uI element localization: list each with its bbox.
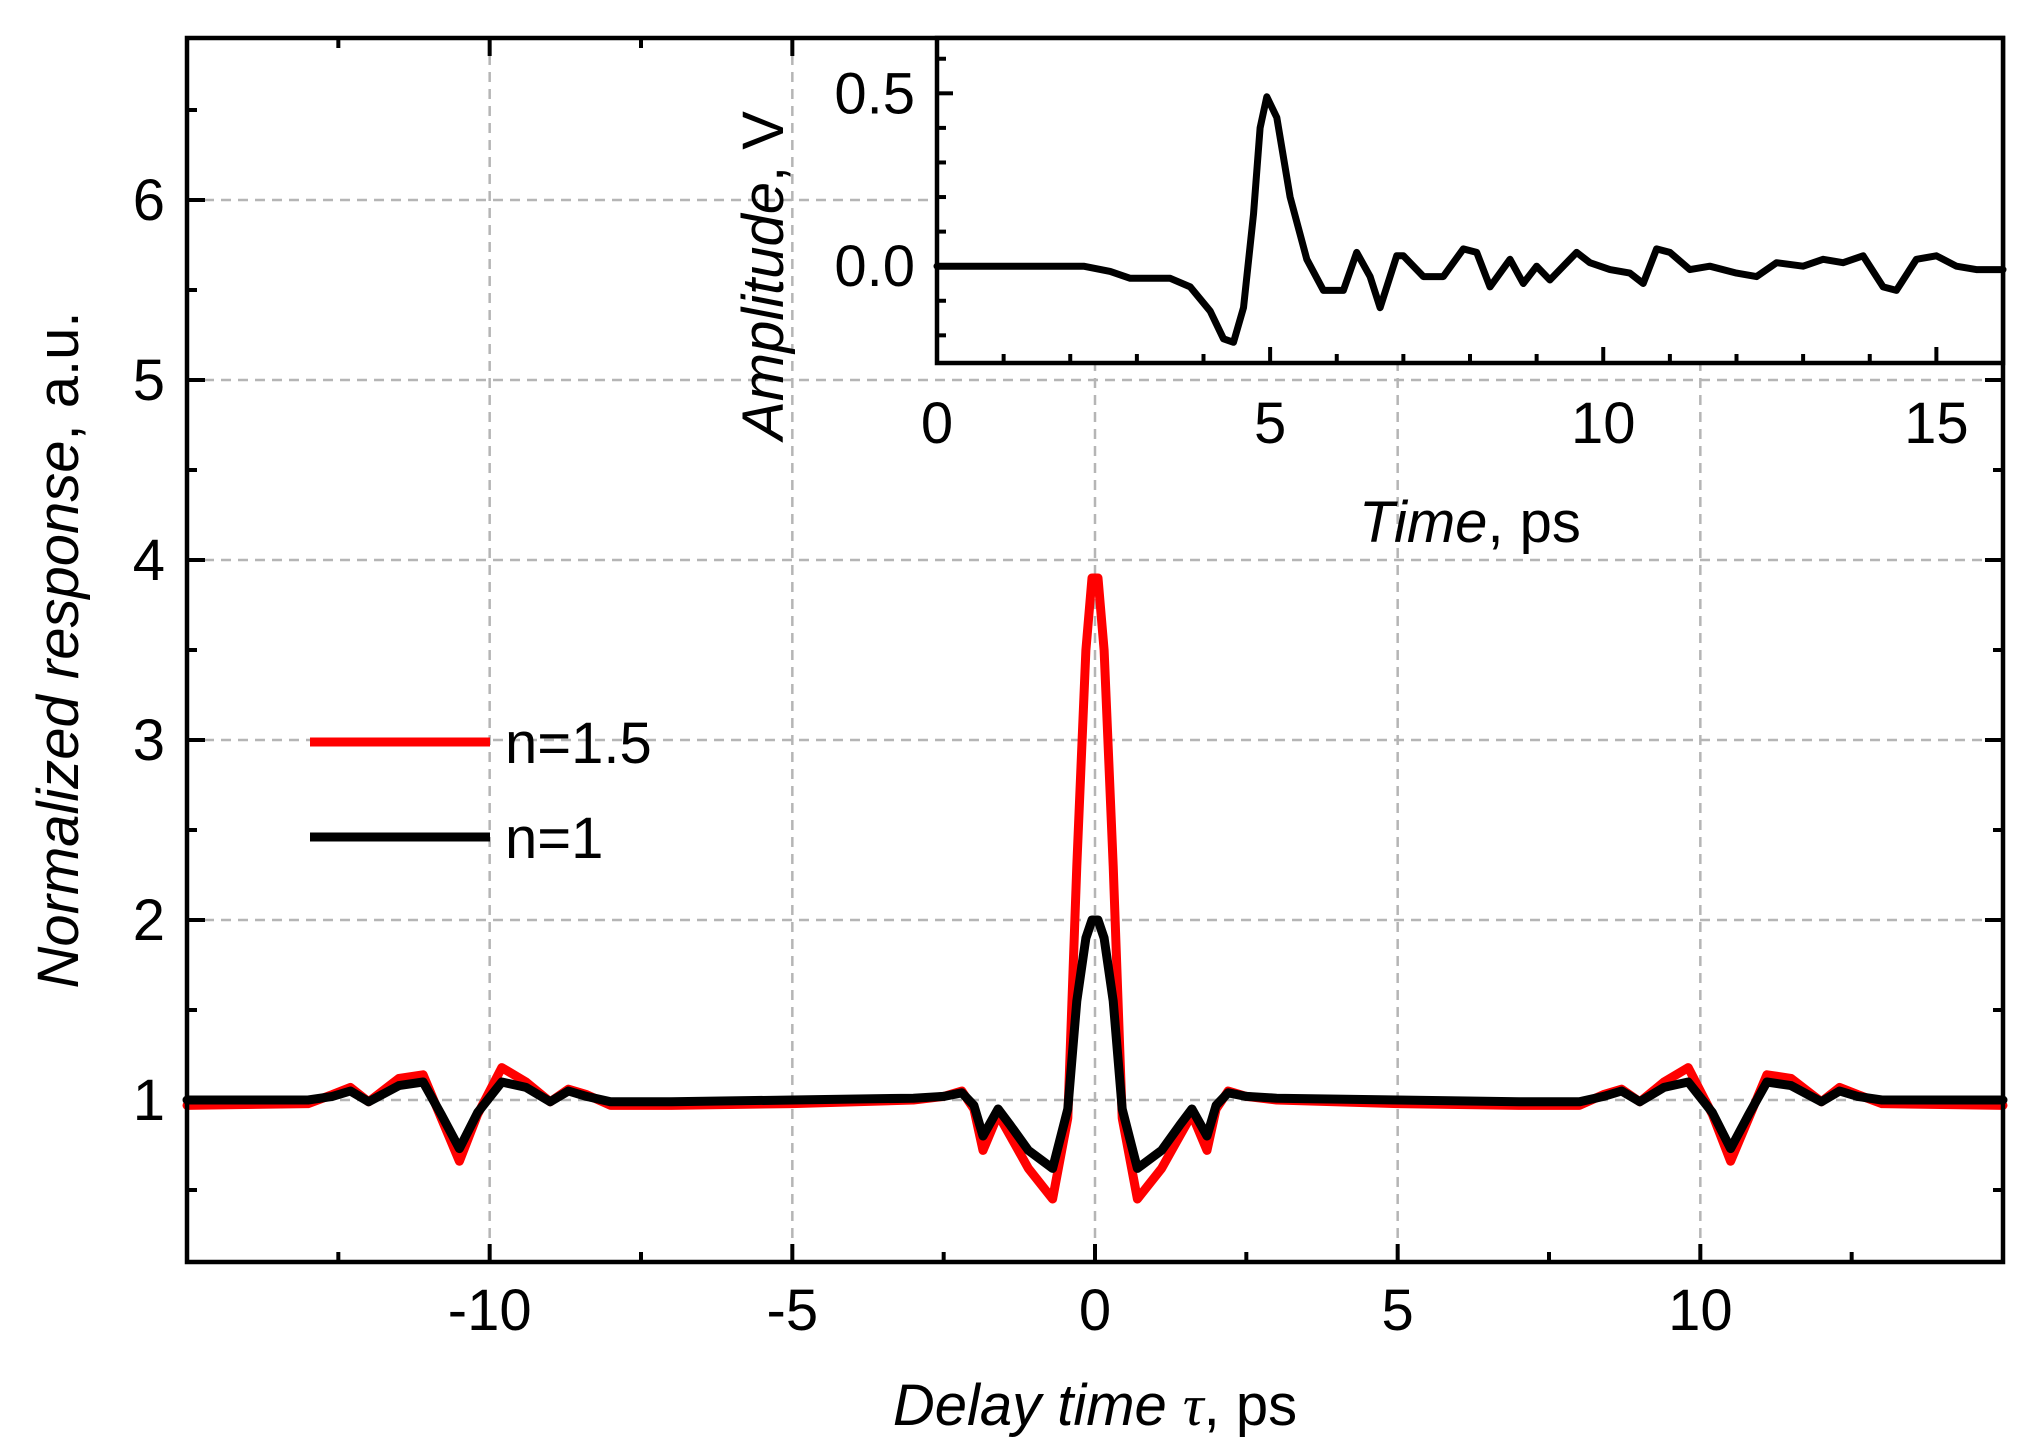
y-tick-label-3: 3 — [133, 708, 165, 773]
inset-series-line-waveform — [933, 93, 2007, 346]
legend: n=1.5 n=1 — [310, 711, 652, 871]
y-axis-title-italic: Normalized response — [26, 440, 91, 988]
x-tick-label--5: -5 — [767, 1278, 819, 1343]
inset-x-axis-title-italic: Time — [1359, 490, 1487, 555]
inset-x-tick-label-10: 10 — [1571, 391, 1636, 456]
inset-x-axis-title-suffix: , ps — [1487, 490, 1581, 555]
inset-y-tick-label-0.0: 0.0 — [834, 234, 915, 299]
x-axis-title-suffix: , ps — [1204, 1373, 1298, 1438]
series-line-n=1 — [182, 915, 2008, 1173]
legend-label-n=1: n=1 — [505, 806, 603, 871]
inset-y-tick-label-0.5: 0.5 — [834, 61, 915, 126]
inset-y-axis-title-italic: Amplitude — [731, 182, 796, 443]
x-axis-title-italic: Delay time — [893, 1373, 1183, 1438]
x-tick-label-10: 10 — [1668, 1278, 1733, 1343]
legend-label-n=1.5: n=1.5 — [505, 711, 652, 776]
inset-y-axis-title: Amplitude, V — [731, 111, 796, 443]
x-tick-label--10: -10 — [448, 1278, 532, 1343]
y-axis-title-suffix: , a.u. — [26, 311, 91, 440]
y-tick-label-6: 6 — [133, 168, 165, 233]
y-tick-label-2: 2 — [133, 888, 165, 953]
y-axis-title: Normalized response, a.u. — [26, 311, 91, 988]
inset-labels: 0 5 10 15 0.0 0.5 Time, ps Amplitude, V — [731, 61, 1969, 555]
inset-background — [937, 38, 2003, 363]
inset-plot-frame — [934, 35, 2006, 366]
inset-x-tick-label-0: 0 — [921, 391, 953, 456]
x-axis-title-symbol: τ — [1183, 1373, 1206, 1438]
inset-x-tick-label-5: 5 — [1254, 391, 1286, 456]
series-line-n=1.5 — [182, 573, 2008, 1204]
x-axis-title: Delay time τ, ps — [893, 1373, 1297, 1438]
x-tick-label-0: 0 — [1079, 1278, 1111, 1343]
y-tick-label-1: 1 — [133, 1068, 165, 1133]
main-series — [182, 573, 2008, 1204]
x-tick-label-5: 5 — [1382, 1278, 1414, 1343]
inset-x-tick-label-15: 15 — [1904, 391, 1969, 456]
inset-x-axis-title: Time, ps — [1359, 490, 1581, 555]
y-tick-label-5: 5 — [133, 348, 165, 413]
inset-y-axis-title-suffix: , V — [731, 111, 796, 182]
inset-series — [933, 93, 2007, 346]
y-tick-label-4: 4 — [133, 528, 165, 593]
